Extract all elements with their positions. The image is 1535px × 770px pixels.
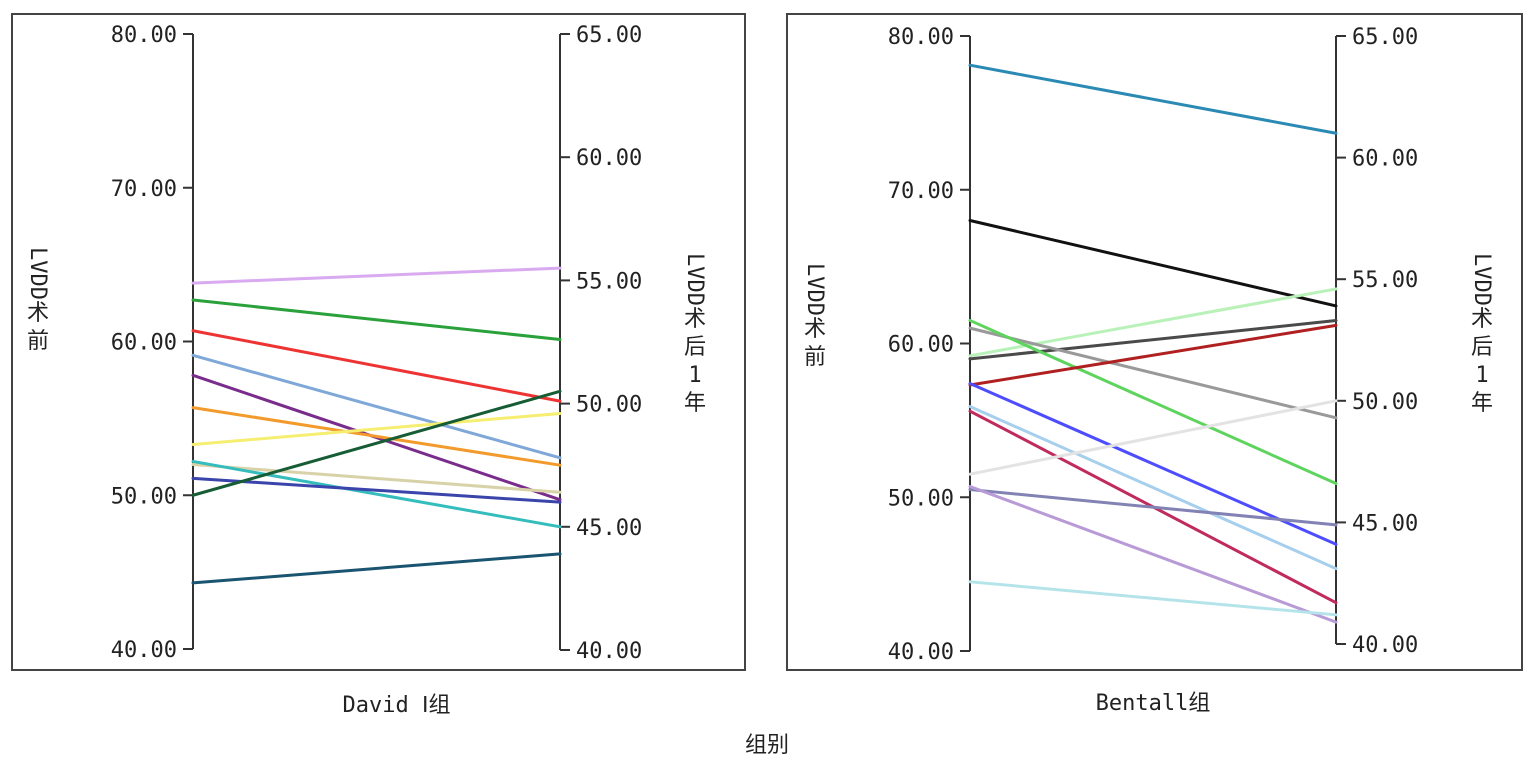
right-axis-title-char: 后 bbox=[684, 335, 706, 360]
right-tick-label: 65.00 bbox=[576, 23, 642, 48]
left-tick-label: 70.00 bbox=[888, 179, 954, 204]
left-axis-title-latin: LVDD bbox=[25, 247, 50, 300]
left-axis-title-char: 术 bbox=[804, 317, 826, 342]
right-tick-label: 65.00 bbox=[1352, 25, 1418, 50]
right-axis-title-char: 年 bbox=[684, 391, 706, 416]
series-line bbox=[191, 389, 562, 497]
left-tick-label: 40.00 bbox=[111, 638, 177, 663]
series-line bbox=[968, 484, 1338, 624]
left-tick-label: 70.00 bbox=[111, 177, 177, 202]
series-line bbox=[968, 219, 1338, 308]
right-tick-label: 45.00 bbox=[576, 516, 642, 541]
series-line bbox=[191, 463, 562, 494]
x-axis-title: 组别 bbox=[745, 733, 789, 758]
left-tick-label: 40.00 bbox=[888, 640, 954, 665]
right-axis-title-latin: LVDD bbox=[1469, 253, 1494, 306]
panel-frame bbox=[11, 13, 746, 671]
right-tick-label: 55.00 bbox=[1352, 268, 1418, 293]
series-line bbox=[968, 488, 1338, 527]
panel-david: 80.00 70.00 60.00 50.00 40.00 65.00 60.00 55.00… bbox=[11, 13, 746, 718]
series-line bbox=[191, 552, 562, 585]
panel-frame bbox=[786, 13, 1523, 671]
left-tick-label: 60.00 bbox=[111, 331, 177, 356]
series-line bbox=[968, 405, 1338, 571]
right-tick-label: 55.00 bbox=[576, 269, 642, 294]
series-line bbox=[968, 323, 1338, 387]
series-line bbox=[968, 399, 1338, 476]
left-tick-label: 80.00 bbox=[111, 23, 177, 48]
series-line bbox=[191, 266, 562, 285]
right-tick-label: 50.00 bbox=[576, 393, 642, 418]
right-tick-label: 60.00 bbox=[1352, 147, 1418, 172]
series-line bbox=[191, 329, 562, 403]
left-tick-label: 80.00 bbox=[888, 25, 954, 50]
panel-label: David Ⅰ组 bbox=[343, 693, 451, 718]
series-line bbox=[191, 476, 562, 504]
series-line bbox=[968, 318, 1338, 485]
right-axis-title-latin: LVDD bbox=[682, 253, 707, 306]
left-axis-title-latin: LVDD bbox=[802, 263, 827, 316]
right-axis-title-char: 术 bbox=[684, 307, 706, 332]
right-axis-title-char: 后 bbox=[1471, 335, 1493, 360]
series-line bbox=[191, 298, 562, 342]
series-line bbox=[968, 287, 1338, 358]
series-line bbox=[968, 63, 1338, 135]
right-tick-label: 40.00 bbox=[576, 639, 642, 664]
right-axis-title-char: 1 bbox=[688, 363, 701, 388]
series-line bbox=[968, 319, 1338, 361]
right-tick-label: 40.00 bbox=[1352, 633, 1418, 658]
right-axis-title-char: 1 bbox=[1475, 363, 1488, 388]
series-line bbox=[191, 459, 562, 529]
series-line bbox=[191, 353, 562, 460]
left-axis-title-char: 术 bbox=[27, 301, 49, 326]
right-axis-title-char: 年 bbox=[1471, 391, 1493, 416]
right-tick-label: 45.00 bbox=[1352, 511, 1418, 536]
panel-label: Bentall组 bbox=[1096, 691, 1211, 716]
series-line bbox=[968, 326, 1338, 420]
panel-bentall: 80.00 70.00 60.00 50.00 40.00 65.00 60.00 55.00… bbox=[786, 13, 1523, 716]
series-line bbox=[968, 580, 1338, 617]
series-line bbox=[191, 411, 562, 447]
left-tick-label: 50.00 bbox=[111, 484, 177, 509]
left-tick-label: 50.00 bbox=[888, 486, 954, 511]
left-tick-label: 60.00 bbox=[888, 333, 954, 358]
left-axis-title-char: 前 bbox=[804, 345, 826, 370]
left-axis-title-char: 前 bbox=[27, 329, 49, 354]
right-tick-label: 60.00 bbox=[576, 146, 642, 171]
right-tick-label: 50.00 bbox=[1352, 390, 1418, 415]
right-axis-title-char: 术 bbox=[1471, 307, 1493, 332]
series-line bbox=[191, 406, 562, 467]
